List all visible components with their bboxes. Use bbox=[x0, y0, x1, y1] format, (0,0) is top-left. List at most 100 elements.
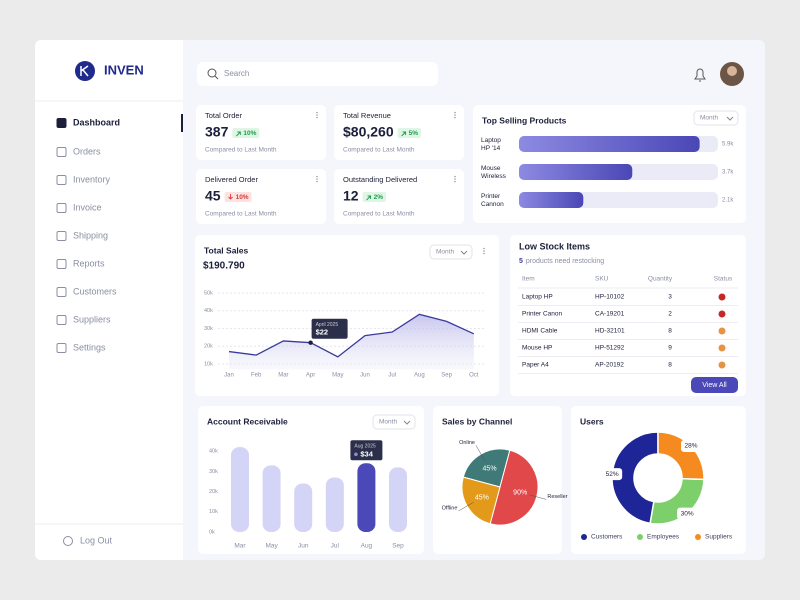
stat-change: 10% bbox=[236, 194, 249, 201]
x-tick-label: May bbox=[332, 373, 343, 379]
kebab-dot[interactable] bbox=[316, 116, 318, 119]
bell[interactable] bbox=[694, 68, 706, 82]
y-tick-label: 20k bbox=[209, 489, 218, 495]
tooltip bbox=[311, 318, 348, 339]
table-title: Low Stock Items bbox=[519, 241, 590, 251]
table-subtitle: 5 products need restocking bbox=[519, 258, 604, 265]
column-header: SKU bbox=[595, 276, 609, 283]
dropdown-label: Month bbox=[700, 115, 718, 122]
search-box[interactable] bbox=[197, 62, 438, 86]
slice-name: Online bbox=[459, 440, 475, 446]
y-tick-label: 50k bbox=[204, 290, 213, 296]
value-label: 5.9k bbox=[722, 142, 734, 148]
tooltip-dot bbox=[354, 452, 358, 457]
status-dot bbox=[718, 344, 726, 352]
column-header: Status bbox=[714, 276, 733, 283]
table-cell: 8 bbox=[668, 328, 672, 335]
nav-item[interactable]: Customers bbox=[73, 286, 117, 296]
tooltip-value: $34 bbox=[360, 449, 373, 458]
restock-count: 5 bbox=[519, 258, 523, 265]
table-cell: Paper A4 bbox=[522, 362, 549, 369]
stat-change: 2% bbox=[374, 194, 384, 201]
nav-item[interactable]: Orders bbox=[73, 146, 101, 156]
stat-change: 10% bbox=[243, 130, 256, 137]
dropdown[interactable] bbox=[429, 244, 473, 260]
nav-item[interactable]: Settings bbox=[73, 342, 106, 352]
donut-segment bbox=[657, 431, 705, 481]
nav-item[interactable]: Suppliers bbox=[73, 314, 111, 324]
table-cell: 9 bbox=[668, 345, 672, 352]
x-tick-label: Jul bbox=[331, 543, 340, 550]
product-label: Printer Cannon bbox=[481, 193, 504, 208]
kebab-dot[interactable] bbox=[454, 178, 456, 180]
x-tick-label: Mar bbox=[234, 543, 246, 550]
kebab-dot[interactable] bbox=[316, 180, 318, 183]
kebab-dot[interactable] bbox=[316, 114, 318, 116]
value-label: 2.1k bbox=[722, 198, 734, 204]
chevron bbox=[403, 420, 411, 425]
stat-title: Total Revenue bbox=[343, 111, 391, 120]
kebab-dot[interactable] bbox=[483, 252, 485, 255]
kebab-dot[interactable] bbox=[454, 180, 456, 183]
trend-arrow bbox=[366, 195, 372, 201]
bar bbox=[325, 477, 344, 532]
nav-item[interactable]: Shipping bbox=[73, 230, 108, 240]
trend-arrow bbox=[236, 131, 241, 137]
table-cell: HP-10102 bbox=[595, 294, 625, 301]
stat-note: Compared to Last Month bbox=[205, 147, 277, 154]
stat-note: Compared to Last Month bbox=[343, 211, 415, 218]
search-icon bbox=[214, 75, 219, 80]
dropdown[interactable] bbox=[372, 414, 416, 430]
nav-icon bbox=[56, 315, 67, 325]
kebab-dot[interactable] bbox=[454, 111, 456, 114]
label-line: Laptop bbox=[481, 137, 503, 144]
kebab-dot[interactable] bbox=[316, 178, 318, 180]
bar bbox=[357, 463, 376, 532]
chart-title: Top Selling Products bbox=[482, 115, 567, 125]
kebab-dot[interactable] bbox=[454, 116, 456, 119]
chart-title: Total Sales bbox=[204, 245, 249, 255]
nav-item[interactable]: Dashboard bbox=[73, 117, 120, 127]
logo bbox=[75, 61, 95, 81]
table-cell: Mouse HP bbox=[522, 345, 552, 352]
kebab-dot[interactable] bbox=[316, 175, 318, 178]
x-tick-label: Oct bbox=[469, 373, 479, 379]
search-placeholder: Search bbox=[224, 69, 249, 78]
tooltip-value: $22 bbox=[316, 328, 329, 337]
kebab-dot[interactable] bbox=[316, 111, 318, 114]
bar bbox=[519, 164, 633, 180]
y-tick-label: 10k bbox=[204, 361, 213, 367]
dropdown-label: Month bbox=[436, 249, 454, 256]
kebab-dot[interactable] bbox=[483, 250, 485, 252]
donut-segment bbox=[611, 431, 659, 525]
legend-label: Employees bbox=[647, 534, 680, 541]
table-cell: AP-20192 bbox=[595, 362, 624, 369]
leader-line bbox=[529, 494, 547, 500]
kebab-dot[interactable] bbox=[483, 247, 485, 250]
x-tick-label: Jan bbox=[224, 373, 234, 379]
label-line: Wireless bbox=[481, 173, 507, 180]
x-tick-label: Jul bbox=[388, 373, 396, 379]
x-tick-label: Aug bbox=[414, 373, 425, 379]
card bbox=[196, 169, 326, 224]
label-line: Cannon bbox=[481, 201, 504, 208]
kebab-dot[interactable] bbox=[454, 114, 456, 116]
nav-item[interactable]: Invoice bbox=[73, 202, 102, 212]
nav-item[interactable]: Inventory bbox=[73, 174, 111, 184]
y-tick-label: 10k bbox=[209, 509, 218, 515]
y-tick-label: 30k bbox=[209, 469, 218, 475]
nav-item[interactable]: Reports bbox=[73, 258, 105, 268]
dropdown[interactable] bbox=[693, 110, 739, 126]
column-header: Quantity bbox=[648, 276, 673, 283]
logout[interactable]: Log Out bbox=[80, 535, 113, 545]
x-tick-label: Jun bbox=[360, 373, 370, 379]
status-dot bbox=[718, 327, 726, 335]
y-tick-label: 0k bbox=[209, 529, 215, 535]
view-all-button[interactable] bbox=[691, 377, 738, 393]
kebab-dot[interactable] bbox=[454, 175, 456, 178]
tooltip-title: Aug 2025 bbox=[354, 444, 376, 450]
table-cell: 2 bbox=[668, 311, 672, 318]
leader-line bbox=[475, 445, 486, 461]
legend-swatch bbox=[581, 534, 587, 540]
